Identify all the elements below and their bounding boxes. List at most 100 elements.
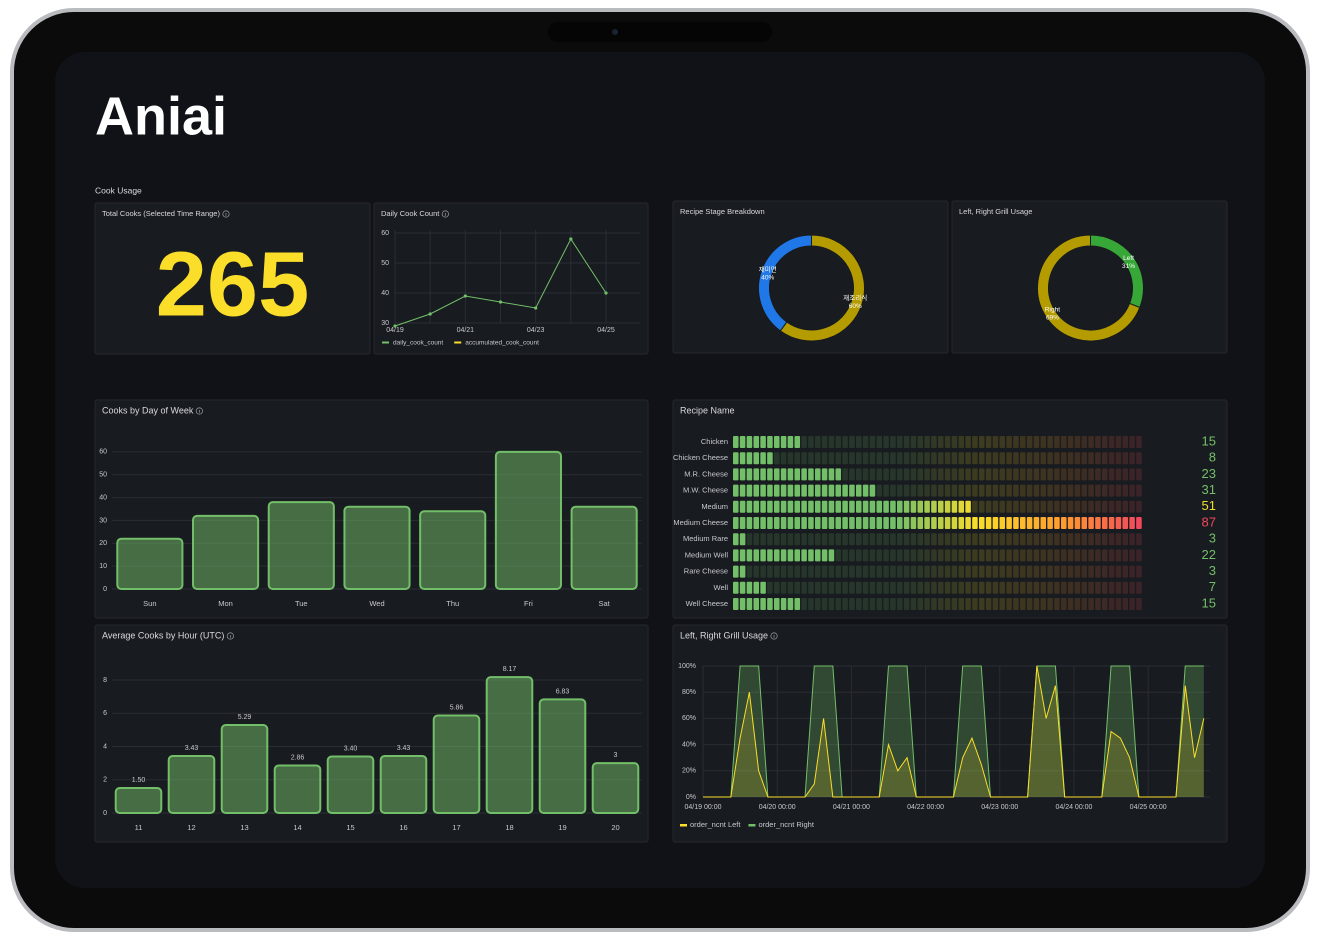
gauge-cell-empty [985,484,992,497]
gauge-cell-empty [1013,581,1019,594]
gauge-cell-empty [869,581,876,594]
gauge-cell [979,517,985,529]
gauge-cell-empty [972,468,978,481]
gauge-cell [733,598,739,610]
gauge-cell-empty [1026,452,1033,465]
gauge-cell-empty [1074,436,1081,448]
x-tick-label: Sun [143,599,156,608]
gauge-cell-empty [924,436,930,448]
gauge-cell-empty [883,565,889,578]
gauge-cell [746,500,753,513]
bar [326,755,375,814]
row-label: Chicken [701,437,728,446]
gauge-cell-empty [1102,581,1108,594]
gauge-cell [767,436,773,448]
y-tick-label: 30 [99,517,107,524]
gauge-cell-empty [999,452,1006,465]
gauge-cell-empty [1006,436,1012,448]
gauge-cell-empty [979,484,985,497]
gauge-cell [931,500,937,513]
gauge-cell-empty [856,436,862,448]
gauge-cell [862,517,869,529]
gauge-cell [944,517,951,529]
gauge-cell-empty [1081,436,1088,448]
row-value: 87 [1202,514,1216,529]
gauge-cell-empty [746,565,753,578]
gauge-cell-empty [924,452,930,465]
gauge-cell [780,517,787,529]
gauge-cell-empty [1129,452,1135,465]
gauge-cell-empty [862,533,869,546]
y-tick-label: 10 [99,563,107,570]
gauge-cell-empty [1074,468,1081,481]
gauge-cell-empty [1115,436,1122,448]
gauge-cell-empty [910,598,917,610]
gauge-cell-empty [849,565,855,578]
gauge-cell-empty [938,565,944,578]
gauge-cell-empty [1026,581,1033,594]
gauge-cell-empty [897,598,903,610]
bar [538,698,587,814]
gauge-cell-empty [1061,452,1067,465]
gauge-cell-empty [1102,484,1108,497]
gauge-cell-empty [883,436,889,448]
legend-label: daily_cook_count [393,340,443,347]
gauge-cell-empty [876,452,883,465]
slice-label: Left [1123,255,1134,262]
x-tick-label: 04/25 [597,327,615,334]
gauge-cell-empty [992,452,999,465]
gauge-cell-empty [992,581,999,594]
gauge-cell [753,468,760,481]
bar [114,787,163,815]
gauge-cell-empty [1095,598,1101,610]
gauge-cell-empty [897,565,903,578]
gauge-cell [760,549,766,562]
gauge-cell-empty [1047,452,1053,465]
gauge-cell-empty [938,549,944,562]
gauge-cell-empty [856,468,862,481]
line-point [604,291,608,295]
gauge-cell-empty [944,581,951,594]
gauge-cell-empty [821,565,828,578]
gauge-cell-empty [1047,533,1053,546]
gauge-cell [1033,517,1040,529]
gauge-cell-empty [1108,533,1115,546]
gauge-cell-empty [1074,549,1081,562]
gauge-cell [835,468,842,481]
y-tick-label: 40 [381,290,389,297]
gauge-cell-empty [985,565,992,578]
gauge-cell [897,500,903,513]
gauge-cell-empty [774,452,780,465]
gauge-cell-empty [801,581,807,594]
logo: Aniai [95,86,227,146]
gauge-cell-empty [808,598,814,610]
gauge-cell-empty [910,484,917,497]
bar-value-label: 5.29 [238,714,252,721]
gauge-cell [753,598,760,610]
gauge-cell [739,581,746,594]
gauge-cell [1040,517,1047,529]
gauge-cell [787,468,794,481]
gauge-cell-empty [958,598,965,610]
gauge-cell-empty [1081,500,1088,513]
gauge-cell [739,533,746,546]
gauge-cell [828,484,835,497]
gauge-cell-empty [883,468,889,481]
gauge-cell-empty [1033,436,1040,448]
gauge-cell [862,484,869,497]
gauge-cell [821,549,828,562]
gauge-cell-empty [979,565,985,578]
x-tick-label: 04/21 00:00 [833,804,870,811]
gauge-cell-empty [1102,598,1108,610]
gauge-cell-empty [1129,468,1135,481]
gauge-cell [1054,517,1060,529]
gauge-cell [746,581,753,594]
gauge-cell [924,517,930,529]
gauge-cell-empty [1033,452,1040,465]
gauge-cell [733,500,739,513]
gauge-cell [774,500,780,513]
gauge-cell-empty [1067,468,1074,481]
gauge-cell-empty [972,581,978,594]
gauge-cell-empty [944,484,951,497]
gauge-cell [1026,517,1033,529]
